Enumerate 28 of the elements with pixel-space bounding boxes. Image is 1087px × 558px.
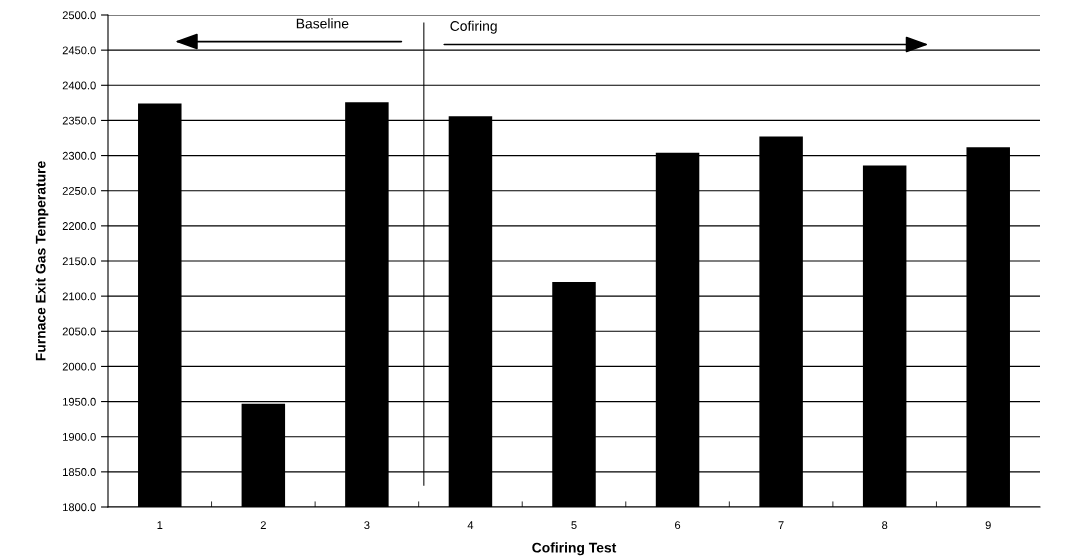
y-tick-label: 2100.0 bbox=[62, 292, 96, 301]
y-tick-label: 2250.0 bbox=[62, 186, 96, 195]
y-tick-label: 2200.0 bbox=[62, 222, 96, 230]
y-axis-title: Furnace Exit Gas Temperature bbox=[35, 161, 49, 361]
x-tick-label: 1 bbox=[157, 521, 163, 529]
x-tick-label: 7 bbox=[778, 521, 784, 529]
y-tick-label: 2450.0 bbox=[62, 46, 96, 55]
y-tick-label: 1900.0 bbox=[63, 432, 96, 441]
x-tick-label: 5 bbox=[571, 521, 577, 530]
annotation: Baseline bbox=[296, 18, 349, 29]
x-tick-label: 3 bbox=[364, 521, 370, 530]
y-tick-label: 2000.0 bbox=[62, 362, 96, 371]
annotation: Cofiring bbox=[450, 20, 497, 34]
y-tick-label: 2150.0 bbox=[62, 257, 96, 266]
x-tick-label: 9 bbox=[985, 521, 991, 530]
y-tick-label: 1800.0 bbox=[63, 503, 96, 512]
y-tick-label: 2400.0 bbox=[62, 81, 96, 90]
x-tick-label: 4 bbox=[467, 521, 474, 529]
x-axis-title: Cofiring Test bbox=[532, 542, 617, 556]
x-tick-label: 8 bbox=[882, 521, 888, 530]
y-tick-label: 2500.0 bbox=[62, 11, 96, 20]
x-tick-label: 6 bbox=[675, 521, 681, 530]
y-tick-label: 1850.0 bbox=[63, 468, 96, 476]
y-tick-label: 2050.0 bbox=[62, 327, 96, 336]
x-tick-label: 2 bbox=[260, 521, 266, 529]
y-tick-label: 2300.0 bbox=[62, 151, 96, 160]
y-tick-label: 2350.0 bbox=[62, 116, 96, 125]
y-tick-label: 1950.0 bbox=[63, 397, 96, 406]
